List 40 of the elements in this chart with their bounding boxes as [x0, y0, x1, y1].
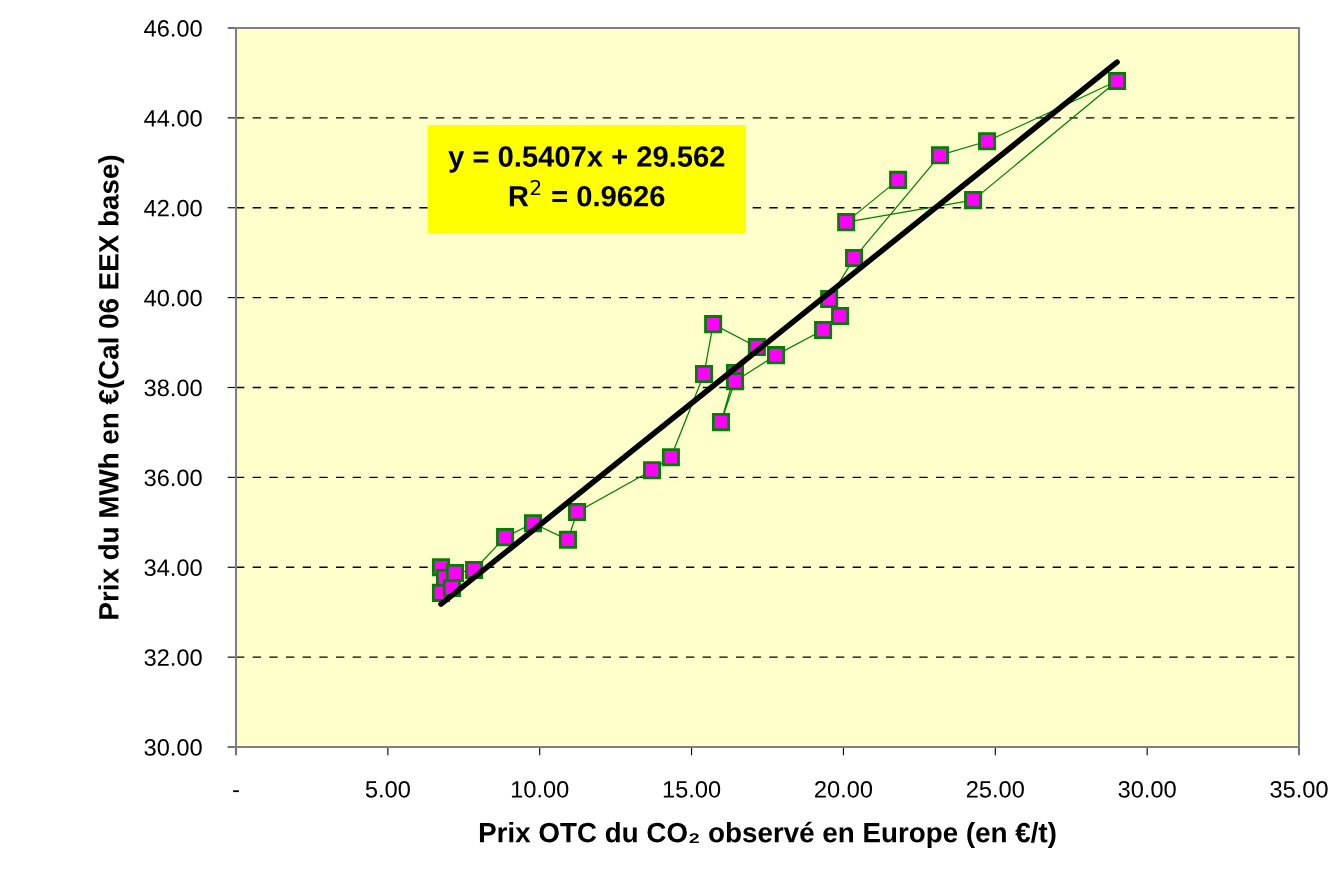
y-tick-label: 40.00 — [144, 289, 202, 307]
point — [837, 213, 856, 232]
y-tick-label: 44.00 — [144, 109, 202, 127]
y-tick-label: 32.00 — [144, 649, 202, 666]
point — [643, 461, 662, 480]
x-tick-label: 25.00 — [966, 780, 1024, 798]
point — [814, 320, 833, 340]
point — [694, 364, 714, 384]
point — [704, 315, 723, 334]
y-axis-title: Prix du MWh en €(Cal 06 EEX base) — [98, 155, 125, 619]
y-tick-label: 46.00 — [144, 20, 202, 37]
x-axis-title: Prix OTC du CO₂ observé en Europe (en €/t) — [479, 821, 1056, 848]
y-tick-label: 34.00 — [144, 559, 202, 577]
point — [964, 191, 983, 210]
x-tick-label: 20.00 — [815, 780, 873, 798]
point — [496, 528, 515, 547]
y-tick-label: 36.00 — [144, 469, 202, 487]
point — [889, 170, 908, 189]
y-tick-label: 30.00 — [144, 739, 202, 756]
point — [712, 413, 731, 432]
point — [978, 132, 997, 151]
point — [930, 146, 950, 165]
point — [725, 372, 745, 391]
x-tick-label: 5.00 — [365, 780, 410, 798]
y-tick-label: 38.00 — [144, 379, 202, 397]
x-tick-label: 35.00 — [1270, 780, 1328, 798]
y-tick-label: 42.00 — [144, 199, 202, 217]
point — [568, 502, 587, 522]
x-tick-label: 10.00 — [511, 780, 569, 798]
point — [766, 346, 786, 365]
point — [661, 448, 680, 467]
annotation: y = 0.5407x + 29.562 R$^{2}$ = 0.9626 — [448, 146, 725, 207]
point — [845, 249, 864, 268]
point — [831, 307, 850, 326]
x-tick-label: 15.00 — [663, 780, 721, 798]
point — [558, 530, 577, 549]
point — [445, 564, 465, 583]
x-tick-label: - — [233, 790, 239, 793]
point — [1108, 72, 1127, 91]
x-tick-label: 30.00 — [1118, 780, 1176, 798]
